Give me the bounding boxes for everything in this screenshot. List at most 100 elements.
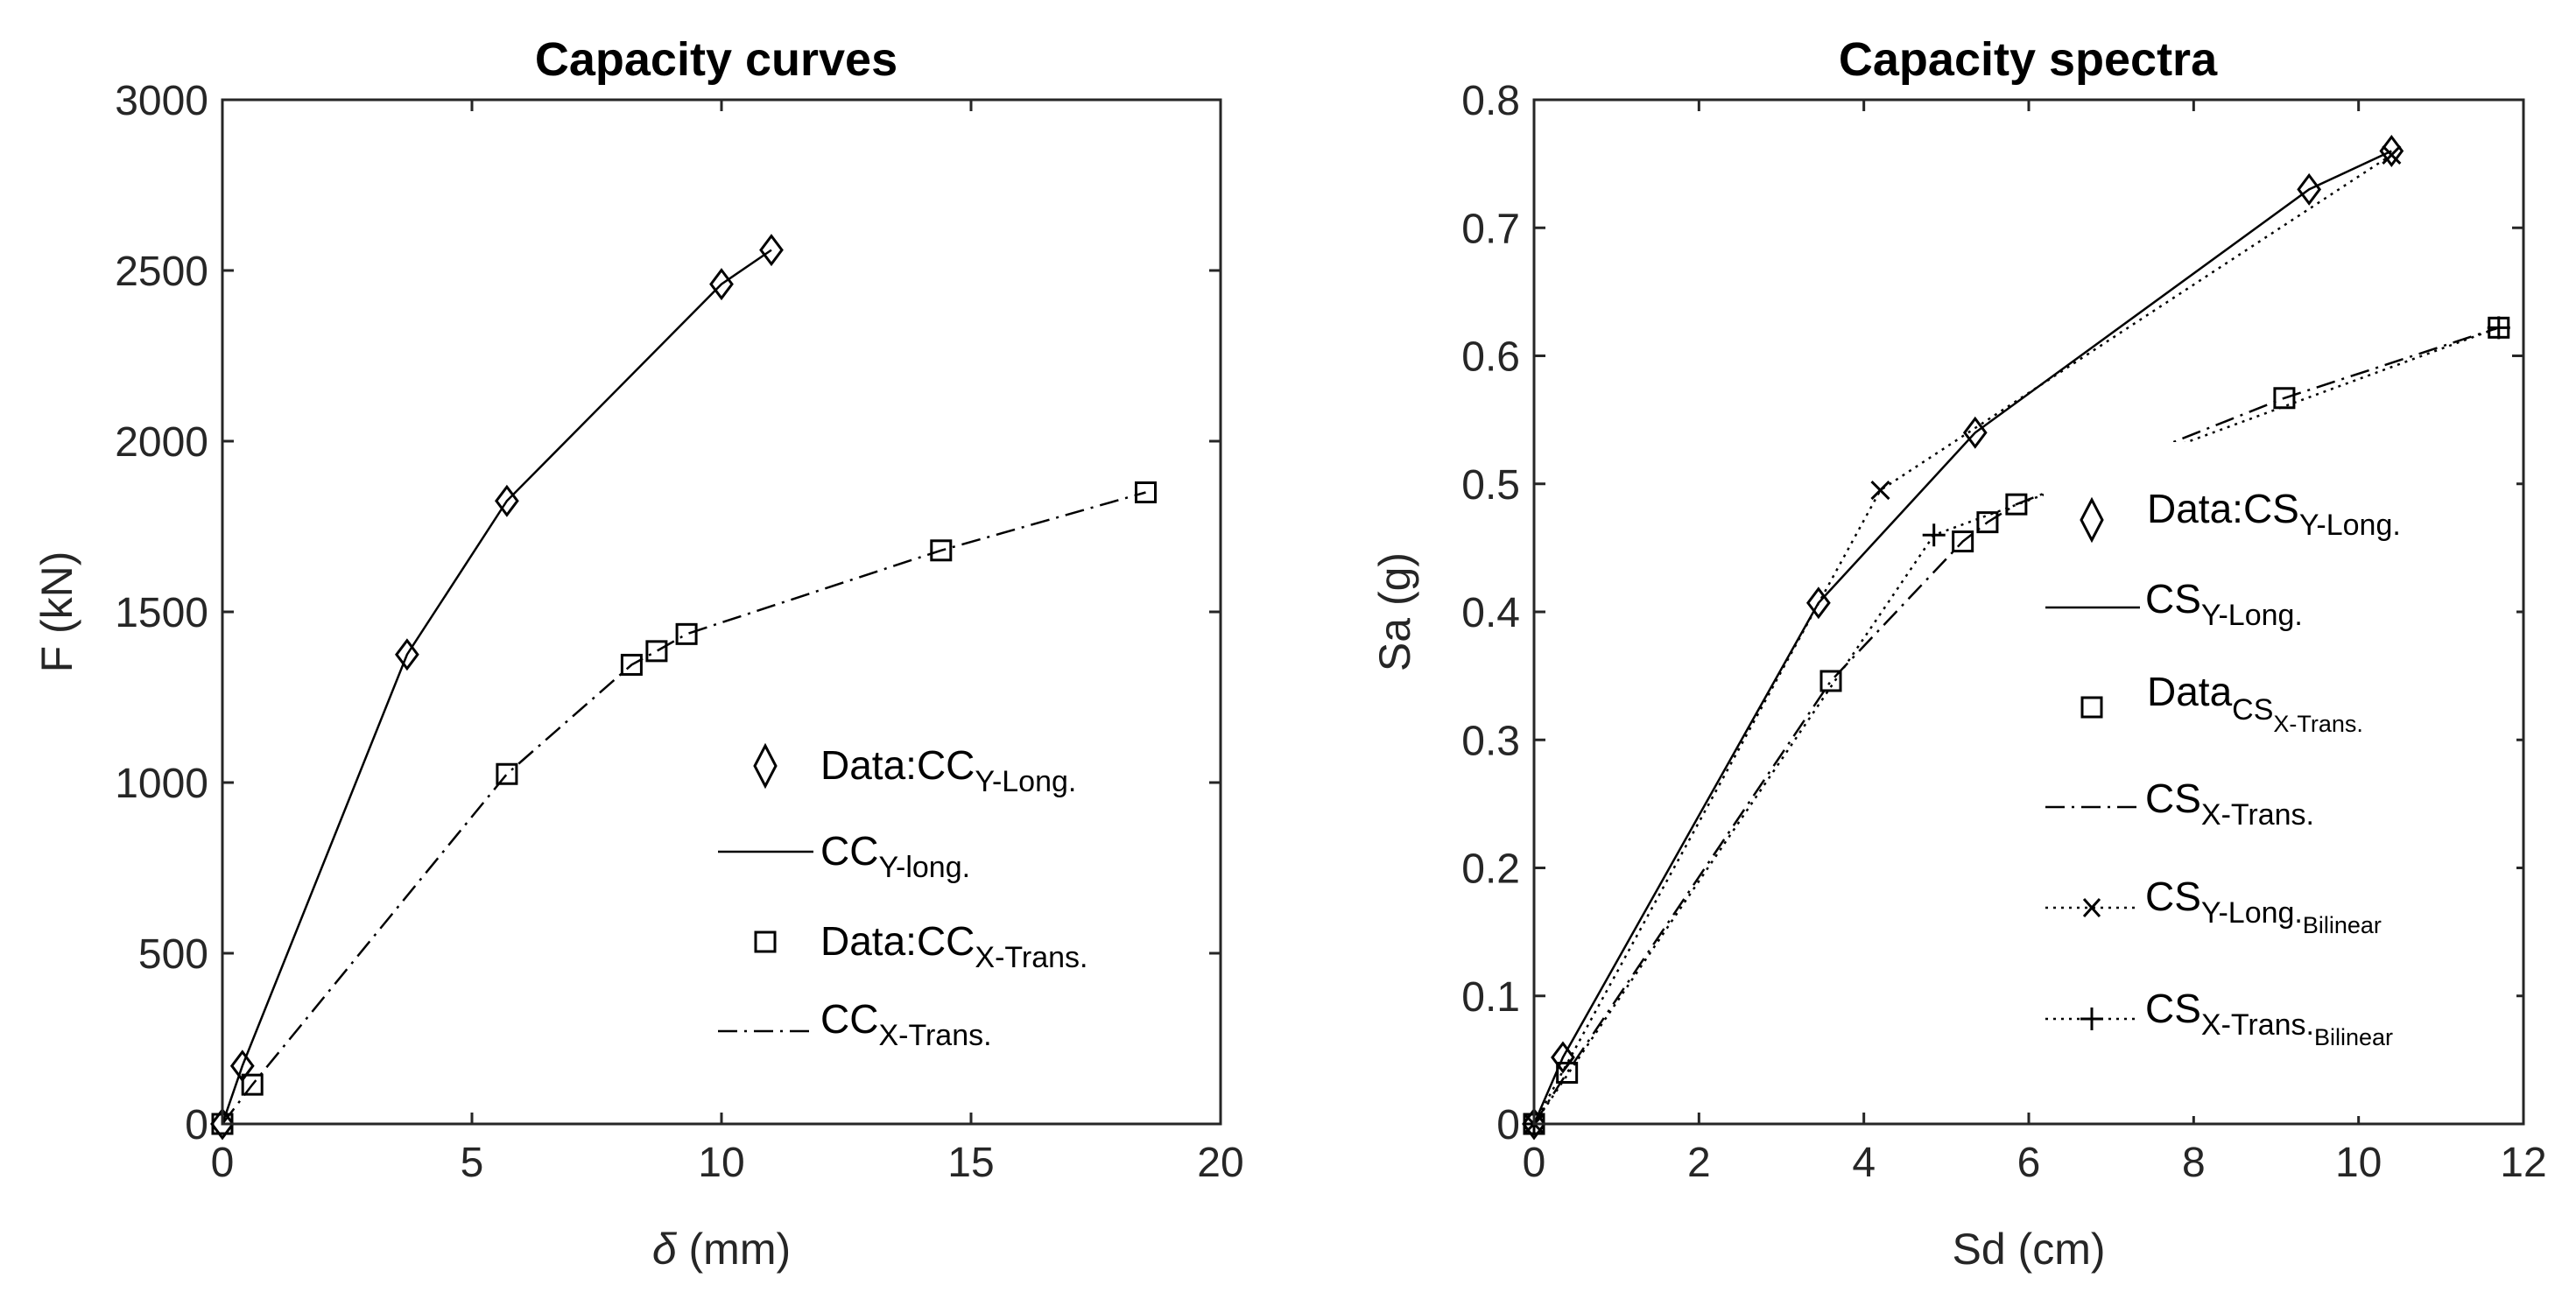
- legend-label: DataCSX-Trans.: [2147, 669, 2363, 737]
- series-line: [222, 491, 1146, 1125]
- x-tick-label: 0: [1523, 1140, 1546, 1186]
- data-point-diamond: [759, 234, 784, 267]
- y-tick-label: 0.6: [1461, 334, 1520, 381]
- series-line: [221, 249, 772, 1125]
- data-point-square: [620, 653, 643, 676]
- y-tick-label: 0.5: [1461, 462, 1520, 509]
- x-marker-icon: [2082, 897, 2101, 918]
- y-axis-label: F (kN): [32, 551, 81, 673]
- x-axis-label: Sd (cm): [1953, 1225, 2106, 1274]
- x-tick-label: 2: [1687, 1140, 1711, 1186]
- data-point-diamond: [1522, 1107, 1546, 1141]
- x-tick-label: 15: [947, 1140, 994, 1186]
- data-point-square: [1952, 530, 1974, 553]
- data-point-square: [675, 622, 698, 645]
- legend-label: Data:CSY-Long.: [2147, 486, 2401, 542]
- y-tick-label: 0.4: [1461, 590, 1520, 636]
- chart-title: Capacity curves: [535, 33, 897, 86]
- axes-box: [221, 98, 1222, 1126]
- x-tick-label: 10: [2335, 1140, 2382, 1186]
- data-point-diamond: [495, 484, 519, 517]
- data-point-square: [1556, 1062, 1579, 1084]
- legend-entry-cs-x-trans-bilinear: CSX-Trans.Bilinear: [2045, 986, 2393, 1050]
- series-cs-x-trans-bilinear: [1523, 316, 2510, 1135]
- y-tick-label: 1500: [115, 590, 208, 636]
- x-tick-label: 4: [1852, 1140, 1876, 1186]
- x-tick-label: 10: [698, 1140, 744, 1186]
- legend-label: CSY-Long.: [2145, 576, 2303, 632]
- legend-entry-cc-y-long: CCY-long.: [718, 828, 970, 884]
- axes-ticks: 0 5 10 15 20 0 500 1000 1500 2000 2500 3000: [115, 78, 1243, 1186]
- legend-entry-cs-y-long: CSY-Long.: [2045, 576, 2303, 632]
- square-marker-icon: [754, 930, 777, 953]
- diamond-marker-icon: [2080, 496, 2104, 544]
- data-point-diamond: [210, 1107, 235, 1141]
- legend-entry-cs-x-trans: CSX-Trans.: [2045, 776, 2314, 832]
- data-point-square: [930, 539, 953, 562]
- data-point-plus: [1922, 523, 1946, 547]
- data-point-square: [1976, 511, 1999, 534]
- x-tick-label: 5: [461, 1140, 484, 1186]
- legend-entry-cc-x-trans: CCX-Trans.: [718, 996, 992, 1052]
- y-tick-label: 500: [138, 931, 208, 978]
- data-point-diamond: [1806, 586, 1831, 620]
- data-point-square: [2273, 387, 2296, 410]
- x-tick-label: 8: [2182, 1140, 2206, 1186]
- series-cc-y-long: [221, 249, 772, 1125]
- data-point-square: [2005, 493, 2028, 516]
- legend: Data:CSY-Long. CSY-Long. DataCSX-Trans. …: [2044, 442, 2516, 1116]
- legend-entry-data-cc-x-trans: Data:CCX-Trans.: [754, 918, 1087, 974]
- y-tick-label: 1000: [115, 761, 208, 807]
- legend-entry-data-cs-y-long: Data:CSY-Long.: [2080, 486, 2401, 544]
- data-point-square: [645, 640, 668, 663]
- y-tick-label: 0: [1496, 1102, 1520, 1148]
- y-tick-label: 2500: [115, 249, 208, 295]
- y-tick-label: 0.7: [1461, 206, 1520, 252]
- legend-entry-data-cc-y-long: Data:CCY-Long.: [753, 742, 1076, 798]
- plot-area: [210, 234, 1157, 1141]
- data-point-diamond: [1551, 1041, 1575, 1074]
- data-point-diamond: [2297, 172, 2322, 206]
- data-point-square: [496, 762, 518, 785]
- legend-label: CCX-Trans.: [820, 996, 992, 1052]
- series-line: [1532, 327, 2500, 1125]
- data-point-square: [1135, 481, 1157, 503]
- series-cc-x-trans: [222, 491, 1146, 1125]
- chart-title: Capacity spectra: [1839, 33, 2218, 86]
- legend-label: CSX-Trans.: [2145, 776, 2314, 832]
- data-point-square: [1819, 670, 1842, 692]
- legend-entry-data-cs-x-trans: DataCSX-Trans.: [2080, 669, 2363, 737]
- y-tick-label: 0.2: [1461, 846, 1520, 893]
- x-tick-label: 6: [2017, 1140, 2041, 1186]
- x-tick-label: 20: [1197, 1140, 1243, 1186]
- diamond-marker-icon: [753, 742, 778, 790]
- legend-label: CSY-Long.Bilinear: [2145, 874, 2382, 938]
- legend-label: Data:CCX-Trans.: [820, 918, 1087, 974]
- capacity-spectra-chart: Capacity spectra 0 2 4 6 8 10 12 0 0.1 0.2 0.3 0.4 0…: [1370, 33, 2547, 1274]
- y-tick-label: 0.3: [1461, 718, 1520, 764]
- plus-marker-icon: [2080, 1008, 2103, 1030]
- y-tick-label: 2000: [115, 419, 208, 466]
- legend-background: [2044, 442, 2516, 1116]
- y-tick-label: 3000: [115, 78, 208, 124]
- data-point-x: [1870, 481, 1890, 501]
- x-axis-label: δ (mm): [652, 1225, 791, 1274]
- y-tick-label: 0: [185, 1102, 208, 1148]
- axes-box: [1532, 98, 2525, 1126]
- x-tick-label: 12: [2500, 1140, 2546, 1186]
- legend-label: CCY-long.: [820, 828, 970, 884]
- x-tick-label: 0: [211, 1140, 235, 1186]
- data-point-diamond: [395, 638, 419, 671]
- legend-label: CSX-Trans.Bilinear: [2145, 986, 2393, 1050]
- legend-entry-cs-y-long-bilinear: CSY-Long.Bilinear: [2045, 874, 2382, 938]
- data-point-square: [241, 1073, 264, 1096]
- y-axis-label: Sa (g): [1370, 552, 1419, 671]
- capacity-curves-chart: Capacity curves 0 5 10 15 20 0 500 1000 1500 2000…: [32, 33, 1244, 1274]
- legend: Data:CCY-Long. CCY-long. Data:CCX-Trans.…: [718, 742, 1087, 1052]
- y-tick-label: 0.1: [1461, 974, 1520, 1021]
- y-tick-label: 0.8: [1461, 78, 1520, 124]
- data-point-plus: [2487, 316, 2510, 340]
- data-point-x: [2382, 144, 2402, 165]
- series-data-cc-x-trans: [211, 481, 1157, 1135]
